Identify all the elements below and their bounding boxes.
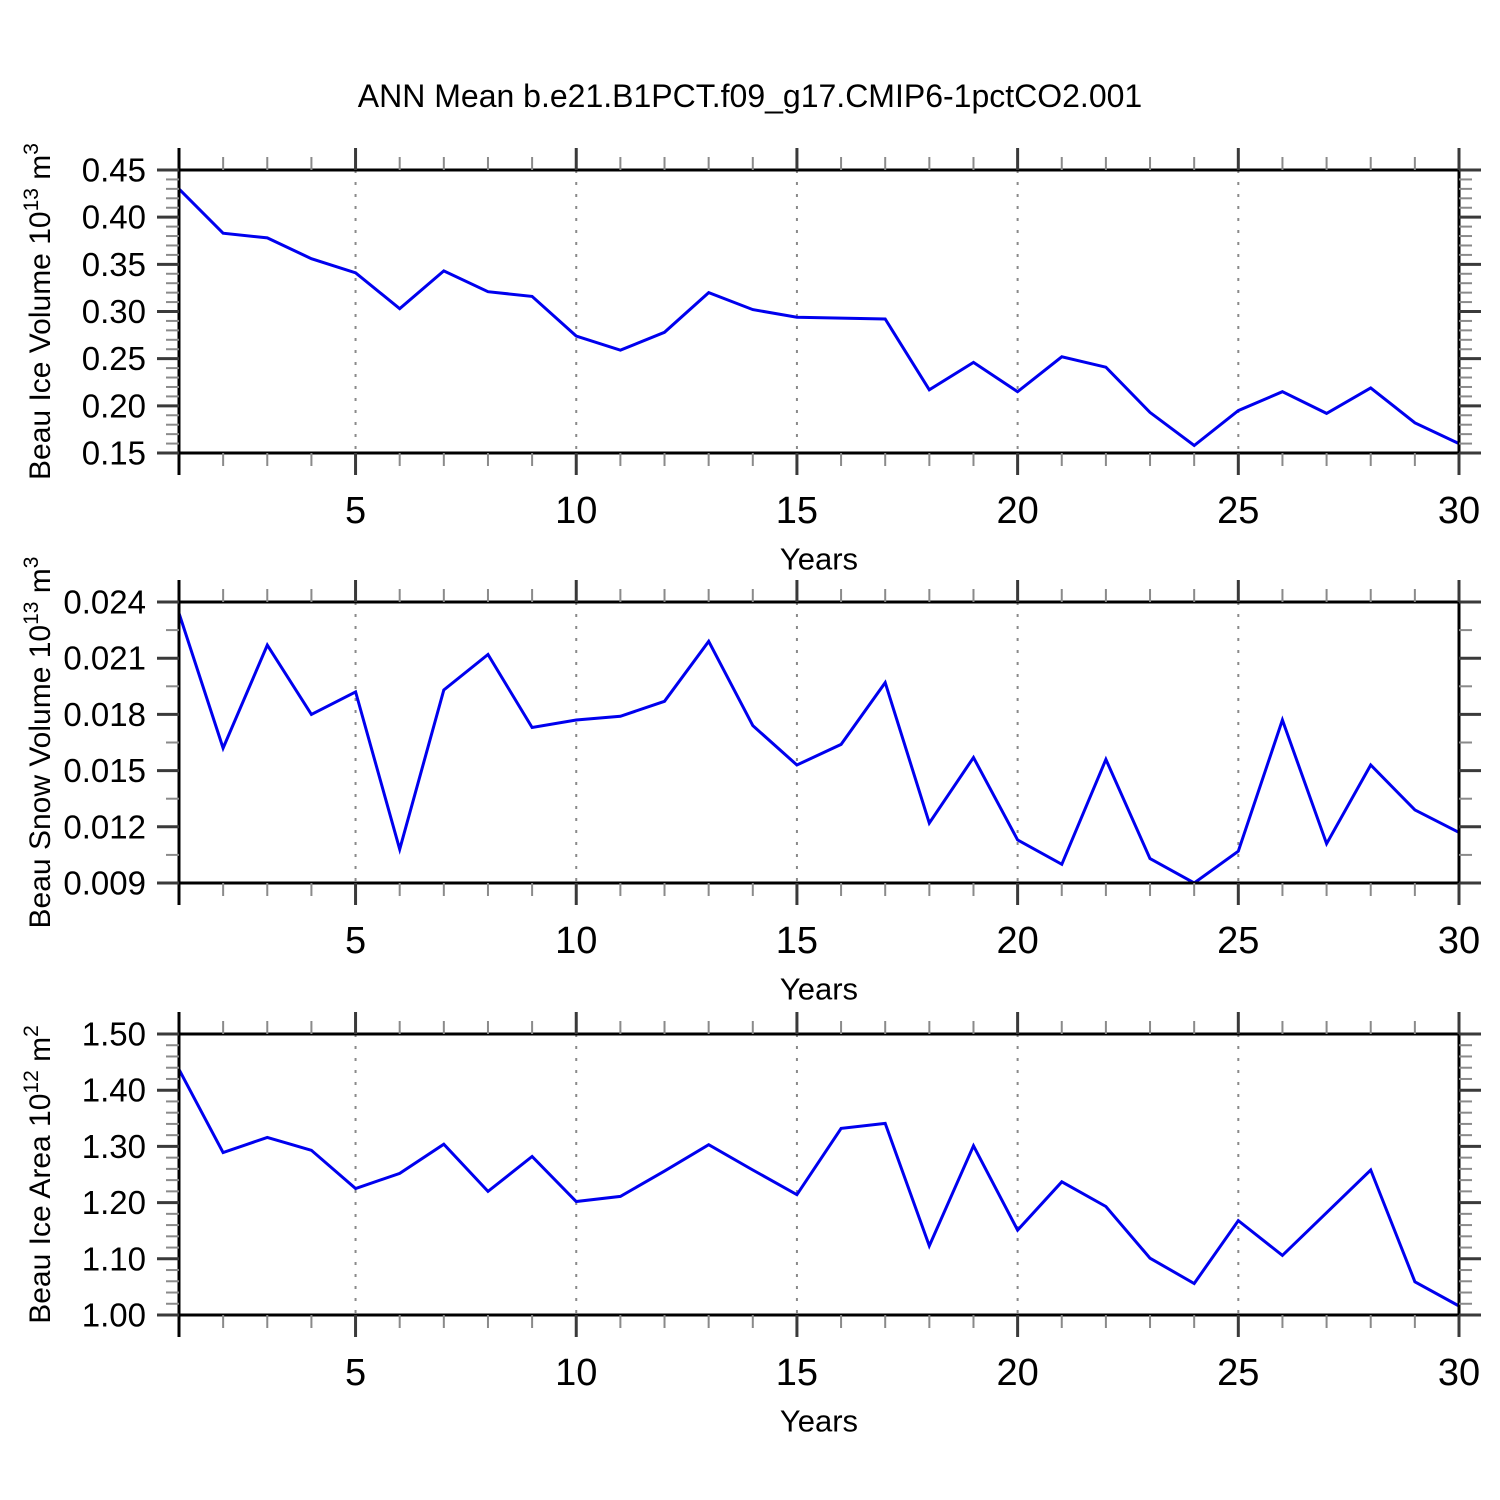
axes-frame (157, 1012, 1481, 1337)
gridlines (354, 602, 1240, 883)
panel-beau-ice-area: 1.00 1.10 1.20 1.30 1.40 1.50 5 10 15 20 25 30 Years… (20, 1012, 1481, 1439)
series-line-beau-ice-volume (177, 187, 1460, 448)
y-ticks (157, 600, 1481, 885)
y-tick-label: 0.30 (82, 293, 146, 330)
y-tick-label: 0.20 (82, 387, 146, 424)
x-axis-label: Years (780, 542, 858, 577)
x-tick-label: 25 (1217, 490, 1259, 532)
gridlines (354, 170, 1240, 453)
y-tick-label: 0.40 (82, 199, 146, 236)
y-tick-label: 0.024 (63, 584, 146, 621)
x-axis-label: Years (780, 972, 858, 1007)
y-tick-labels: 1.00 1.10 1.20 1.30 1.40 1.50 (82, 1016, 146, 1334)
y-tick-labels: 0.15 0.20 0.25 0.30 0.35 0.40 0.45 (82, 152, 146, 472)
x-tick-label: 10 (555, 1352, 597, 1394)
x-tick-label: 30 (1438, 920, 1480, 962)
y-tick-label: 1.10 (82, 1240, 146, 1277)
x-tick-labels: 5 10 15 20 25 30 (345, 1352, 1480, 1394)
x-tick-label: 25 (1217, 920, 1259, 962)
panel-beau-ice-volume: 0.15 0.20 0.25 0.30 0.35 0.40 0.45 5 10 15 20 25 30 Y… (20, 143, 1481, 577)
axes-frame (157, 148, 1481, 475)
x-tick-label: 20 (996, 920, 1038, 962)
x-tick-label: 20 (996, 1352, 1038, 1394)
y-tick-label: 0.012 (63, 808, 146, 845)
y-tick-labels: 0.009 0.012 0.015 0.018 0.021 0.024 (63, 584, 146, 902)
x-tick-label: 10 (555, 490, 597, 532)
x-tick-labels: 5 10 15 20 25 30 (345, 490, 1480, 532)
y-tick-label: 0.25 (82, 340, 146, 377)
series-line-beau-ice-area (177, 1068, 1460, 1308)
y-tick-label: 1.20 (82, 1184, 146, 1221)
y-tick-label: 1.00 (82, 1297, 146, 1334)
y-tick-label: 0.009 (63, 865, 146, 902)
x-tick-label: 5 (345, 920, 366, 962)
x-tick-label: 15 (776, 490, 818, 532)
y-tick-label: 0.015 (63, 752, 146, 789)
y-tick-label: 1.50 (82, 1016, 146, 1053)
y-tick-label: 0.45 (82, 152, 146, 189)
chart-title: ANN Mean b.e21.B1PCT.f09_g17.CMIP6-1pctC… (357, 78, 1143, 114)
y-axis-label: Beau Ice Volume 1013 m3 (20, 143, 57, 480)
x-axis-label: Years (780, 1404, 858, 1439)
y-ticks (157, 1032, 1481, 1317)
x-tick-label: 5 (345, 1352, 366, 1394)
x-tick-label: 15 (776, 1352, 818, 1394)
y-tick-label: 1.30 (82, 1128, 146, 1165)
x-tick-label: 20 (996, 490, 1038, 532)
gridlines (354, 1034, 1240, 1315)
x-tick-label: 30 (1438, 1352, 1480, 1394)
y-ticks (157, 168, 1481, 455)
x-tick-label: 15 (776, 920, 818, 962)
x-tick-label: 10 (555, 920, 597, 962)
x-ticks (222, 1012, 1461, 1337)
y-tick-label: 0.021 (63, 640, 146, 677)
x-tick-label: 25 (1217, 1352, 1259, 1394)
y-axis-label: Beau Snow Volume 1013 m3 (20, 557, 57, 929)
y-tick-label: 0.15 (82, 435, 146, 472)
x-tick-label: 30 (1438, 490, 1480, 532)
panel-beau-snow-volume: 0.009 0.012 0.015 0.018 0.021 0.024 5 10 15 20 25 3… (20, 557, 1481, 1007)
x-tick-label: 5 (345, 490, 366, 532)
series-line-beau-snow-volume (177, 612, 1460, 885)
y-tick-label: 0.35 (82, 246, 146, 283)
x-ticks (222, 580, 1461, 905)
y-axis-label: Beau Ice Area 1012 m2 (20, 1025, 57, 1324)
y-tick-label: 1.40 (82, 1072, 146, 1109)
x-tick-labels: 5 10 15 20 25 30 (345, 920, 1480, 962)
x-ticks (222, 148, 1461, 475)
y-tick-label: 0.018 (63, 696, 146, 733)
